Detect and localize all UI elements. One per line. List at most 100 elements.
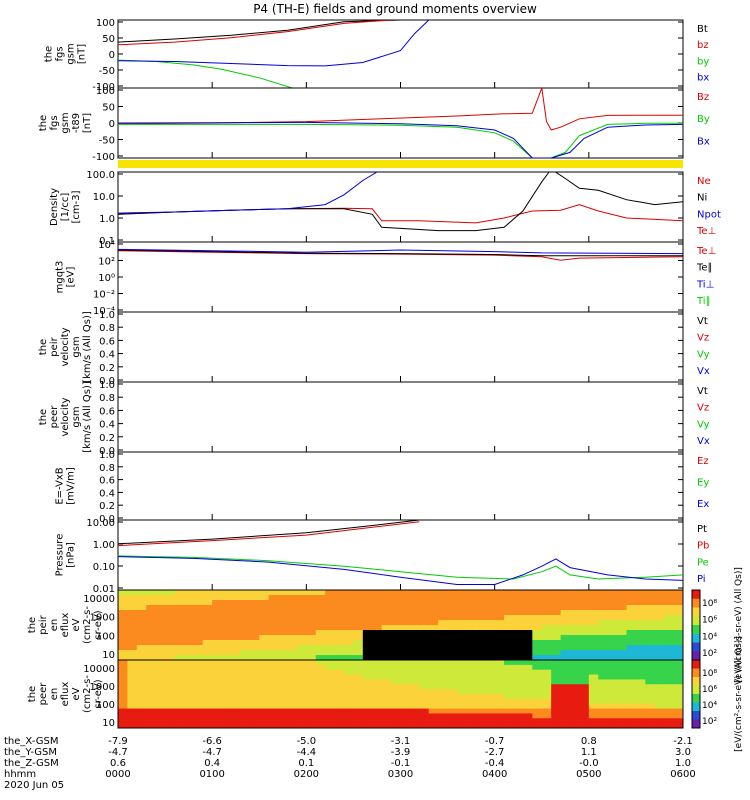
heatmap-cell: [315, 595, 326, 601]
heatmap-cell: [155, 674, 166, 680]
heatmap-cell: [240, 645, 251, 651]
heatmap-cell: [193, 664, 204, 671]
heatmap-cell: [127, 595, 138, 601]
heatmap-cell: [673, 703, 684, 710]
y-tick-label: 0.4: [99, 488, 115, 499]
heatmap-cell: [607, 625, 618, 631]
heatmap-cell: [494, 698, 505, 705]
y-tick-label: -100: [92, 152, 115, 163]
heatmap-cell: [447, 650, 458, 656]
heatmap-cell: [240, 625, 251, 631]
heatmap-cell: [626, 650, 637, 656]
heatmap-cell: [541, 718, 552, 724]
ylabel-line: [km/s (All Qs)]: [82, 311, 93, 383]
heatmap-cell: [457, 595, 467, 601]
heatmap-cell: [532, 694, 543, 700]
heatmap-cell: [447, 630, 458, 636]
heatmap-cell: [249, 703, 260, 710]
heatmap-cell: [475, 625, 486, 631]
heatmap-cell: [136, 694, 147, 700]
heatmap-cell: [617, 590, 627, 596]
series-By: [118, 122, 683, 158]
heatmap-cell: [579, 723, 590, 729]
heatmap-cell: [136, 600, 147, 606]
heatmap-cell: [325, 689, 336, 695]
heatmap-cell: [522, 718, 533, 724]
heatmap-cell: [155, 684, 166, 690]
heatmap-cell: [400, 713, 411, 719]
heatmap-cell: [570, 664, 580, 671]
y-tick-label: 0.4: [99, 420, 115, 431]
heatmap-cell: [513, 635, 524, 641]
heatmap-cell: [296, 723, 307, 729]
heatmap-cell: [306, 713, 317, 719]
heatmap-cell: [541, 674, 552, 680]
y-tick-label: 0.10: [93, 562, 115, 573]
heatmap-cell: [344, 620, 354, 626]
heatmap-cell: [353, 708, 364, 714]
heatmap-cell: [513, 689, 524, 695]
heatmap-cell: [617, 635, 627, 641]
heatmap-cell: [127, 684, 138, 690]
heatmap-cell: [174, 679, 185, 685]
colorbar-tick: 10⁴: [702, 632, 717, 642]
heatmap-cell: [466, 664, 477, 671]
heatmap-cell: [588, 625, 599, 631]
heatmap-cell: [183, 694, 194, 700]
heatmap-cell: [278, 723, 288, 729]
heatmap-cell: [504, 625, 514, 631]
heatmap-cell: [457, 640, 467, 646]
heatmap-cell: [588, 674, 599, 680]
heatmap-cell: [391, 595, 401, 601]
x-tick-value: -2.1: [673, 736, 693, 747]
heatmap-cell: [325, 718, 336, 724]
heatmap-cell: [570, 650, 580, 656]
heatmap-cell: [560, 689, 571, 695]
heatmap-cell: [391, 660, 401, 666]
heatmap-cell: [654, 669, 665, 676]
heatmap-cell: [645, 703, 656, 710]
heatmap-cell: [202, 650, 213, 656]
heatmap-cell: [381, 645, 392, 651]
heatmap-cell: [231, 718, 241, 724]
heatmap-cell: [136, 713, 147, 719]
heatmap-cell: [296, 718, 307, 724]
heatmap-cell: [183, 640, 194, 646]
heatmap-cell: [475, 610, 486, 616]
heatmap-cell: [504, 605, 514, 611]
heatmap-cell: [287, 674, 298, 680]
heatmap-cell: [296, 660, 307, 666]
heatmap-cell: [428, 595, 439, 601]
heatmap-cell: [127, 694, 138, 700]
heatmap-cell: [344, 708, 354, 714]
heatmap-cell: [146, 610, 157, 616]
heatmap-cell: [118, 600, 128, 606]
heatmap-cell: [146, 615, 157, 621]
heatmap-cell: [475, 718, 486, 724]
heatmap-cell: [127, 615, 138, 621]
heatmap-cell: [438, 674, 449, 680]
y-tick-label: 1.00: [93, 540, 115, 551]
heatmap-cell: [673, 669, 684, 676]
heatmap-cell: [409, 650, 420, 656]
heatmap-cell: [588, 718, 599, 724]
heatmap-cell: [485, 655, 496, 661]
heatmap-cell: [334, 689, 345, 695]
heatmap-cell: [409, 664, 420, 671]
heatmap-cell: [118, 718, 128, 724]
series-Pt: [118, 520, 420, 545]
heatmap-cell: [155, 595, 166, 601]
heatmap-cell: [296, 590, 307, 596]
heatmap-cell: [579, 590, 590, 596]
heatmap-cell: [193, 595, 204, 601]
heatmap-cell: [381, 655, 392, 661]
heatmap-cell: [598, 600, 609, 606]
heatmap-cell: [221, 679, 232, 685]
heatmap-cell: [381, 708, 392, 714]
panel-ylabel: thefgsgsm-t89[nT]: [38, 112, 93, 133]
heatmap-cell: [664, 723, 675, 729]
heatmap-cell: [155, 703, 166, 710]
heatmap-cell: [183, 684, 194, 690]
heatmap-cell: [419, 650, 430, 656]
heatmap-cell: [202, 674, 213, 680]
